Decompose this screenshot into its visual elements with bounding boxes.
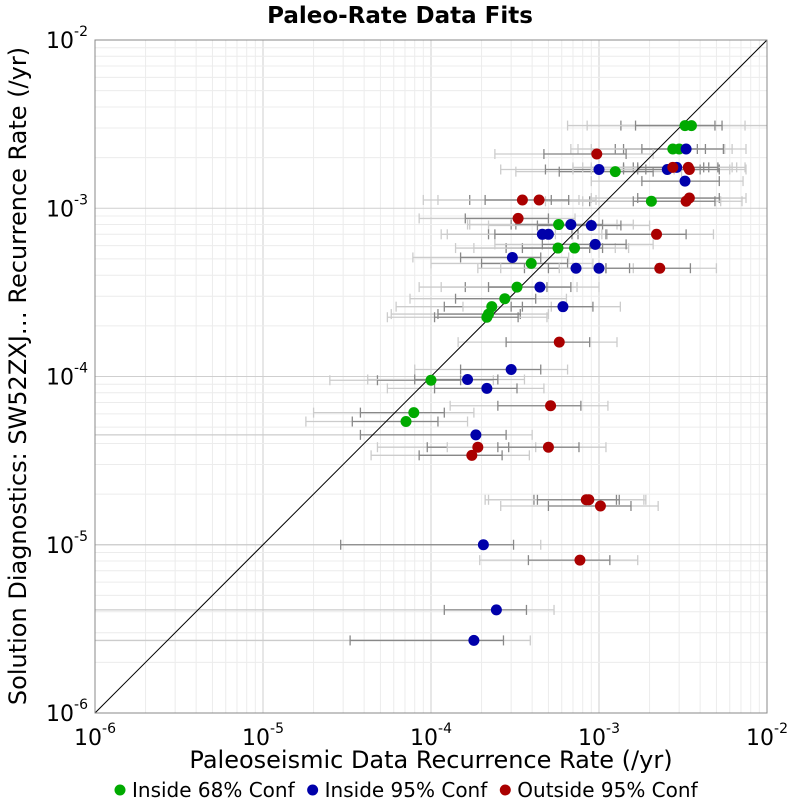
data-point: [542, 441, 554, 453]
data-point: [468, 634, 480, 646]
data-point: [654, 262, 666, 274]
data-point: [553, 336, 565, 348]
data-points: [400, 120, 697, 646]
legend-label: Inside 95% Conf: [325, 778, 489, 802]
data-point: [425, 374, 437, 386]
x-tick-label: 10-5: [242, 721, 284, 751]
data-point: [651, 228, 663, 240]
y-tick-label: 10-5: [46, 529, 88, 559]
data-point: [534, 281, 546, 293]
legend-marker: [307, 784, 319, 796]
legend-marker: [114, 784, 126, 796]
data-point: [593, 262, 605, 274]
x-tick-label: 10-2: [746, 721, 788, 751]
data-point: [477, 539, 489, 551]
data-point: [570, 262, 582, 274]
x-tick-label: 10-4: [410, 721, 452, 751]
data-point: [525, 257, 537, 269]
plot-frame: [94, 39, 768, 714]
data-point: [511, 281, 523, 293]
data-point: [466, 449, 478, 461]
data-point: [462, 373, 474, 385]
y-axis-label: Solution Diagnostics: SW52ZXJ… Recurrenc…: [4, 47, 32, 705]
y-tick-label: 10-3: [46, 192, 88, 222]
tick-labels: 10-6 10-5 10-4 10-3 10-2 10-6 10-5 10-4 10-3 10-2: [46, 24, 788, 751]
data-point: [553, 219, 565, 231]
data-point: [481, 382, 493, 394]
legend-label: Outside 95% Conf: [517, 778, 698, 802]
data-point: [506, 251, 518, 263]
y-tick-label: 10-2: [46, 24, 88, 54]
data-point: [472, 441, 484, 453]
y-tick-label: 10-4: [46, 361, 88, 391]
data-point: [591, 148, 603, 160]
data-point: [516, 194, 528, 206]
data-point: [594, 500, 606, 512]
data-point: [481, 311, 493, 323]
data-point: [512, 212, 524, 224]
legend-marker: [499, 784, 511, 796]
data-point: [685, 120, 697, 132]
data-point: [542, 228, 554, 240]
data-point: [645, 195, 657, 207]
data-point: [682, 161, 694, 173]
data-point: [499, 293, 511, 305]
data-point: [679, 175, 691, 187]
data-point: [490, 604, 502, 616]
data-point: [569, 242, 581, 254]
chart-title: Paleo-Rate Data Fits: [267, 3, 533, 29]
data-point: [574, 554, 586, 566]
data-point: [609, 166, 621, 178]
data-point: [593, 163, 605, 175]
legend-label: Inside 68% Conf: [132, 778, 296, 802]
data-point: [680, 143, 692, 155]
data-point: [545, 400, 557, 412]
y-tick-label: 10-6: [46, 697, 88, 727]
data-point: [470, 429, 482, 441]
data-point: [552, 242, 564, 254]
x-tick-label: 10-3: [578, 721, 620, 751]
data-point: [557, 301, 569, 313]
x-tick-label: 10-6: [74, 721, 116, 751]
data-point: [589, 238, 601, 250]
data-point: [667, 161, 679, 173]
x-axis-label: Paleoseismic Data Recurrence Rate (/yr): [189, 746, 672, 774]
data-point: [400, 416, 412, 428]
data-point: [533, 194, 545, 206]
data-point: [583, 494, 595, 506]
data-point: [505, 364, 517, 376]
data-point: [565, 219, 577, 231]
data-point: [585, 219, 597, 231]
data-point: [680, 195, 692, 207]
legend: Inside 68% Conf Inside 95% Conf Outside 95…: [114, 778, 699, 802]
data-point: [408, 407, 420, 419]
grid: [94, 40, 767, 714]
